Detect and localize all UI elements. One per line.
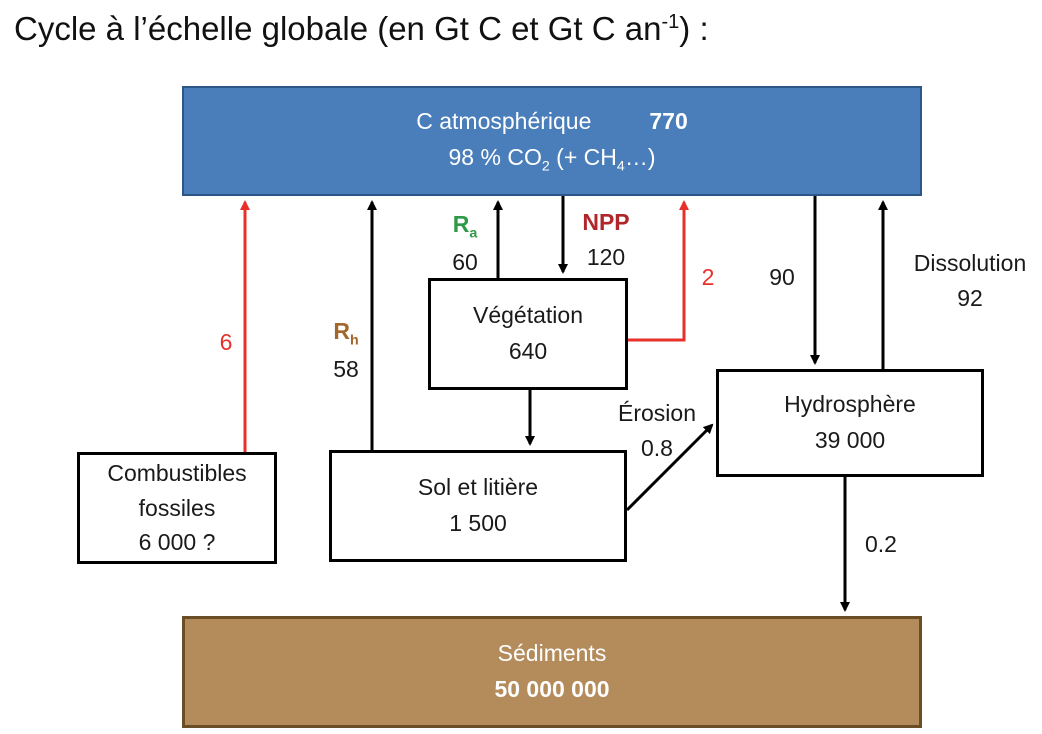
npp-value: 120 [586, 243, 626, 270]
arrow-landuse-to-atm [628, 200, 689, 342]
rh-symbol: Rh [326, 314, 366, 352]
rh-value: 58 [333, 355, 359, 382]
soil-box: Sol et litière 1 500 [329, 450, 627, 562]
soil-name: Sol et litière [417, 474, 539, 501]
flux-dissolution-label: Dissolution 92 [902, 246, 1038, 315]
erosion-value: 0.8 [641, 434, 673, 461]
npp-symbol: NPP [578, 205, 634, 240]
vegetation-box: Végétation 640 [428, 278, 628, 390]
flux-fossil-label: 6 [213, 325, 239, 360]
rh-sub: h [349, 332, 359, 349]
atmosphere-box: C atmosphérique 770 98 % CO2 (+ CH4…) [182, 86, 922, 196]
erosion-text: Érosion [618, 400, 696, 426]
title-superscript: -1 [661, 11, 680, 33]
sediments-value: 50 000 000 [494, 676, 610, 702]
flux-npp-label: NPP 120 [578, 205, 634, 274]
flux-fossil-value: 6 [219, 329, 233, 355]
atmosphere-composition: 98 % CO2 (+ CH4…) [449, 140, 656, 178]
atmosphere-value: 770 [649, 108, 688, 135]
dissolution-value: 92 [957, 284, 983, 311]
hydrosphere-box: Hydrosphère 39 000 [716, 369, 984, 477]
co2-subscript: 2 [541, 158, 550, 175]
flux-ra-label: Ra 60 [445, 207, 485, 279]
vegetation-name: Végétation [473, 302, 583, 329]
flux-landuse-label: 2 [696, 260, 720, 295]
title-text: Cycle à l’échelle globale (en Gt C et Gt… [14, 10, 662, 47]
npp-text: NPP [582, 209, 630, 235]
flux-sed-label: 0.2 [857, 527, 905, 562]
arrow-soil-to-hydro [625, 423, 714, 512]
fossil-value: 6 000 ? [138, 529, 216, 556]
rh-letter: R [333, 318, 350, 344]
title-suffix: ) : [679, 10, 709, 47]
fossil-line1: Combustibles [107, 460, 247, 487]
flux-atm-hydro-label: 90 [762, 260, 802, 295]
soil-value: 1 500 [449, 510, 507, 536]
flux-rh-label: Rh 58 [326, 314, 366, 386]
composition-prefix: 98 % CO [448, 143, 542, 170]
ch4-subscript: 4 [616, 158, 625, 175]
atm-hydro-value: 90 [769, 264, 795, 290]
sediments-box: Sédiments 50 000 000 [182, 616, 922, 728]
landuse-value: 2 [701, 264, 715, 290]
hydrosphere-name: Hydrosphère [784, 391, 916, 418]
ra-value: 60 [452, 248, 478, 275]
atmosphere-name: C atmosphérique [416, 108, 592, 135]
atmosphere-header: C atmosphérique 770 [416, 104, 688, 140]
ra-letter: R [452, 211, 470, 237]
diagram-title: Cycle à l’échelle globale (en Gt C et Gt… [14, 10, 709, 48]
fossil-line2: fossiles [138, 494, 216, 521]
sediments-name: Sédiments [497, 640, 607, 667]
sed-value: 0.2 [865, 531, 897, 557]
fossil-fuels-box: Combustibles fossiles 6 000 ? [77, 452, 277, 564]
composition-suffix: …) [624, 143, 656, 170]
composition-mid: (+ CH [549, 143, 617, 170]
dissolution-text: Dissolution [913, 250, 1027, 276]
flux-erosion-label: Érosion 0.8 [602, 396, 712, 465]
ra-symbol: Ra [445, 207, 485, 245]
vegetation-value: 640 [508, 338, 548, 364]
hydrosphere-value: 39 000 [814, 427, 886, 453]
ra-sub: a [469, 225, 478, 242]
